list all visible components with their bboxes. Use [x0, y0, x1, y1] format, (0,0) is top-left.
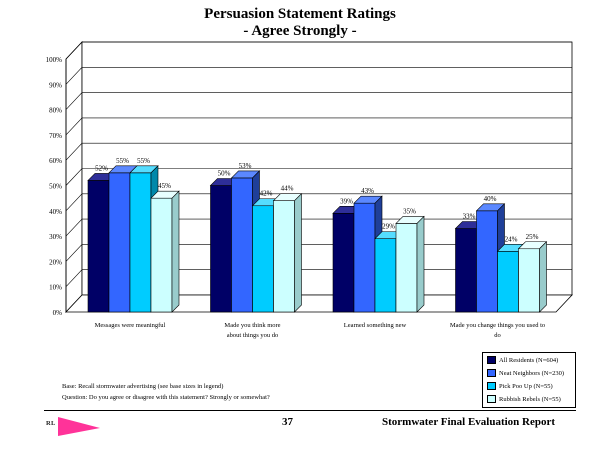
- bar-side: [294, 192, 302, 313]
- gridline: [65, 67, 572, 85]
- data-label: 55%: [137, 157, 150, 165]
- bar: [273, 200, 295, 313]
- report-title: Stormwater Final Evaluation Report: [382, 416, 556, 428]
- footer-divider: [44, 410, 576, 411]
- data-label: 35%: [403, 207, 416, 215]
- x-tick-label: Learned something new: [344, 322, 407, 329]
- data-label: 40%: [484, 195, 497, 203]
- bar: [150, 197, 173, 313]
- data-label: 43%: [361, 187, 374, 195]
- y-tick-label: 10%: [49, 284, 62, 292]
- logo-arrow-shape: [58, 417, 100, 436]
- gridline: [65, 142, 572, 161]
- y-tick-label: 70%: [49, 132, 62, 140]
- chart-title-line1: Persuasion Statement Ratings: [204, 6, 396, 22]
- bar: [87, 180, 110, 313]
- y-tick-label: 80%: [49, 107, 62, 115]
- legend-label: All Residents (N=604): [499, 356, 559, 364]
- data-label: 42%: [260, 190, 273, 198]
- chart-title: Persuasion Statement Ratings - Agree Str…: [0, 6, 600, 40]
- data-label: 44%: [281, 185, 294, 193]
- y-tick-label: 100%: [46, 56, 63, 64]
- base-note: Base: Recall stormwater advertising (see…: [62, 383, 224, 390]
- y-tick-label: 0%: [53, 309, 63, 317]
- x-tick-label: Messages were meaningful: [95, 322, 166, 329]
- bar-side: [171, 190, 180, 313]
- legend-swatch-neat-neighbors: [487, 369, 496, 377]
- y-tick-label: 40%: [49, 208, 62, 216]
- logo-mark: [44, 422, 56, 430]
- y-tick-label: 30%: [49, 233, 62, 241]
- bar: [518, 248, 540, 313]
- bar: [497, 250, 519, 313]
- gridline: [65, 92, 572, 110]
- legend-swatch-pick-poo-up: [487, 382, 496, 390]
- y-tick-label: 50%: [49, 183, 62, 191]
- data-label: 50%: [218, 170, 231, 178]
- legend-entry: Pick Poo Up (N=55): [487, 380, 575, 392]
- logo-text: RL: [46, 420, 56, 427]
- y-tick-label: 20%: [49, 258, 62, 266]
- legend-entry: Rubbish Rebels (N=55): [487, 393, 575, 405]
- gridline: [65, 168, 572, 186]
- bar: [332, 213, 355, 313]
- bar: [353, 202, 376, 313]
- data-label: 33%: [463, 213, 476, 221]
- bar: [476, 210, 498, 313]
- bar-side: [416, 215, 425, 313]
- legend: All Residents (N=604) Neat Neighbors (N=…: [482, 352, 576, 408]
- legend-label: Neat Neighbors (N=230): [499, 369, 565, 377]
- data-label: 24%: [505, 235, 518, 243]
- legend-entry: Neat Neighbors (N=230): [487, 367, 575, 379]
- bar: [210, 185, 232, 313]
- data-label: 25%: [526, 233, 539, 241]
- chart-notes: Base: Recall stormwater advertising (see…: [62, 381, 270, 403]
- legend-label: Pick Poo Up (N=55): [499, 382, 553, 390]
- bar: [374, 238, 397, 313]
- x-tick-label: about things you do: [227, 332, 278, 339]
- data-label: 53%: [239, 162, 252, 170]
- bar: [231, 177, 253, 313]
- gridline: [65, 117, 572, 136]
- question-note: Question: Do you agree or disagree with …: [62, 394, 270, 401]
- gridline: [65, 193, 572, 212]
- y-tick-label: 90%: [49, 81, 62, 89]
- bar: [252, 205, 274, 313]
- y-tick-label: 60%: [49, 157, 62, 165]
- bar-side: [539, 241, 547, 313]
- legend-swatch-rubbish-rebels: [487, 395, 496, 403]
- data-label: 45%: [158, 182, 171, 190]
- data-label: 55%: [116, 157, 129, 165]
- page-number: 37: [282, 416, 293, 428]
- x-tick-label: Made you think more: [224, 322, 280, 329]
- bar: [455, 228, 477, 313]
- x-tick-label: Made you change things you used to: [450, 322, 545, 329]
- legend-swatch-all-residents: [487, 356, 496, 364]
- x-tick-label: do: [494, 332, 501, 339]
- legend-entry: All Residents (N=604): [487, 354, 575, 366]
- data-label: 39%: [340, 197, 353, 205]
- data-label: 29%: [382, 223, 395, 231]
- gridline: [65, 41, 572, 60]
- bar: [129, 172, 152, 313]
- chart-title-line2: - Agree Strongly -: [243, 23, 357, 39]
- company-logo: [44, 417, 100, 436]
- legend-label: Rubbish Rebels (N=55): [499, 395, 561, 403]
- bar: [108, 172, 131, 313]
- data-label: 52%: [95, 164, 108, 172]
- bar: [395, 223, 418, 313]
